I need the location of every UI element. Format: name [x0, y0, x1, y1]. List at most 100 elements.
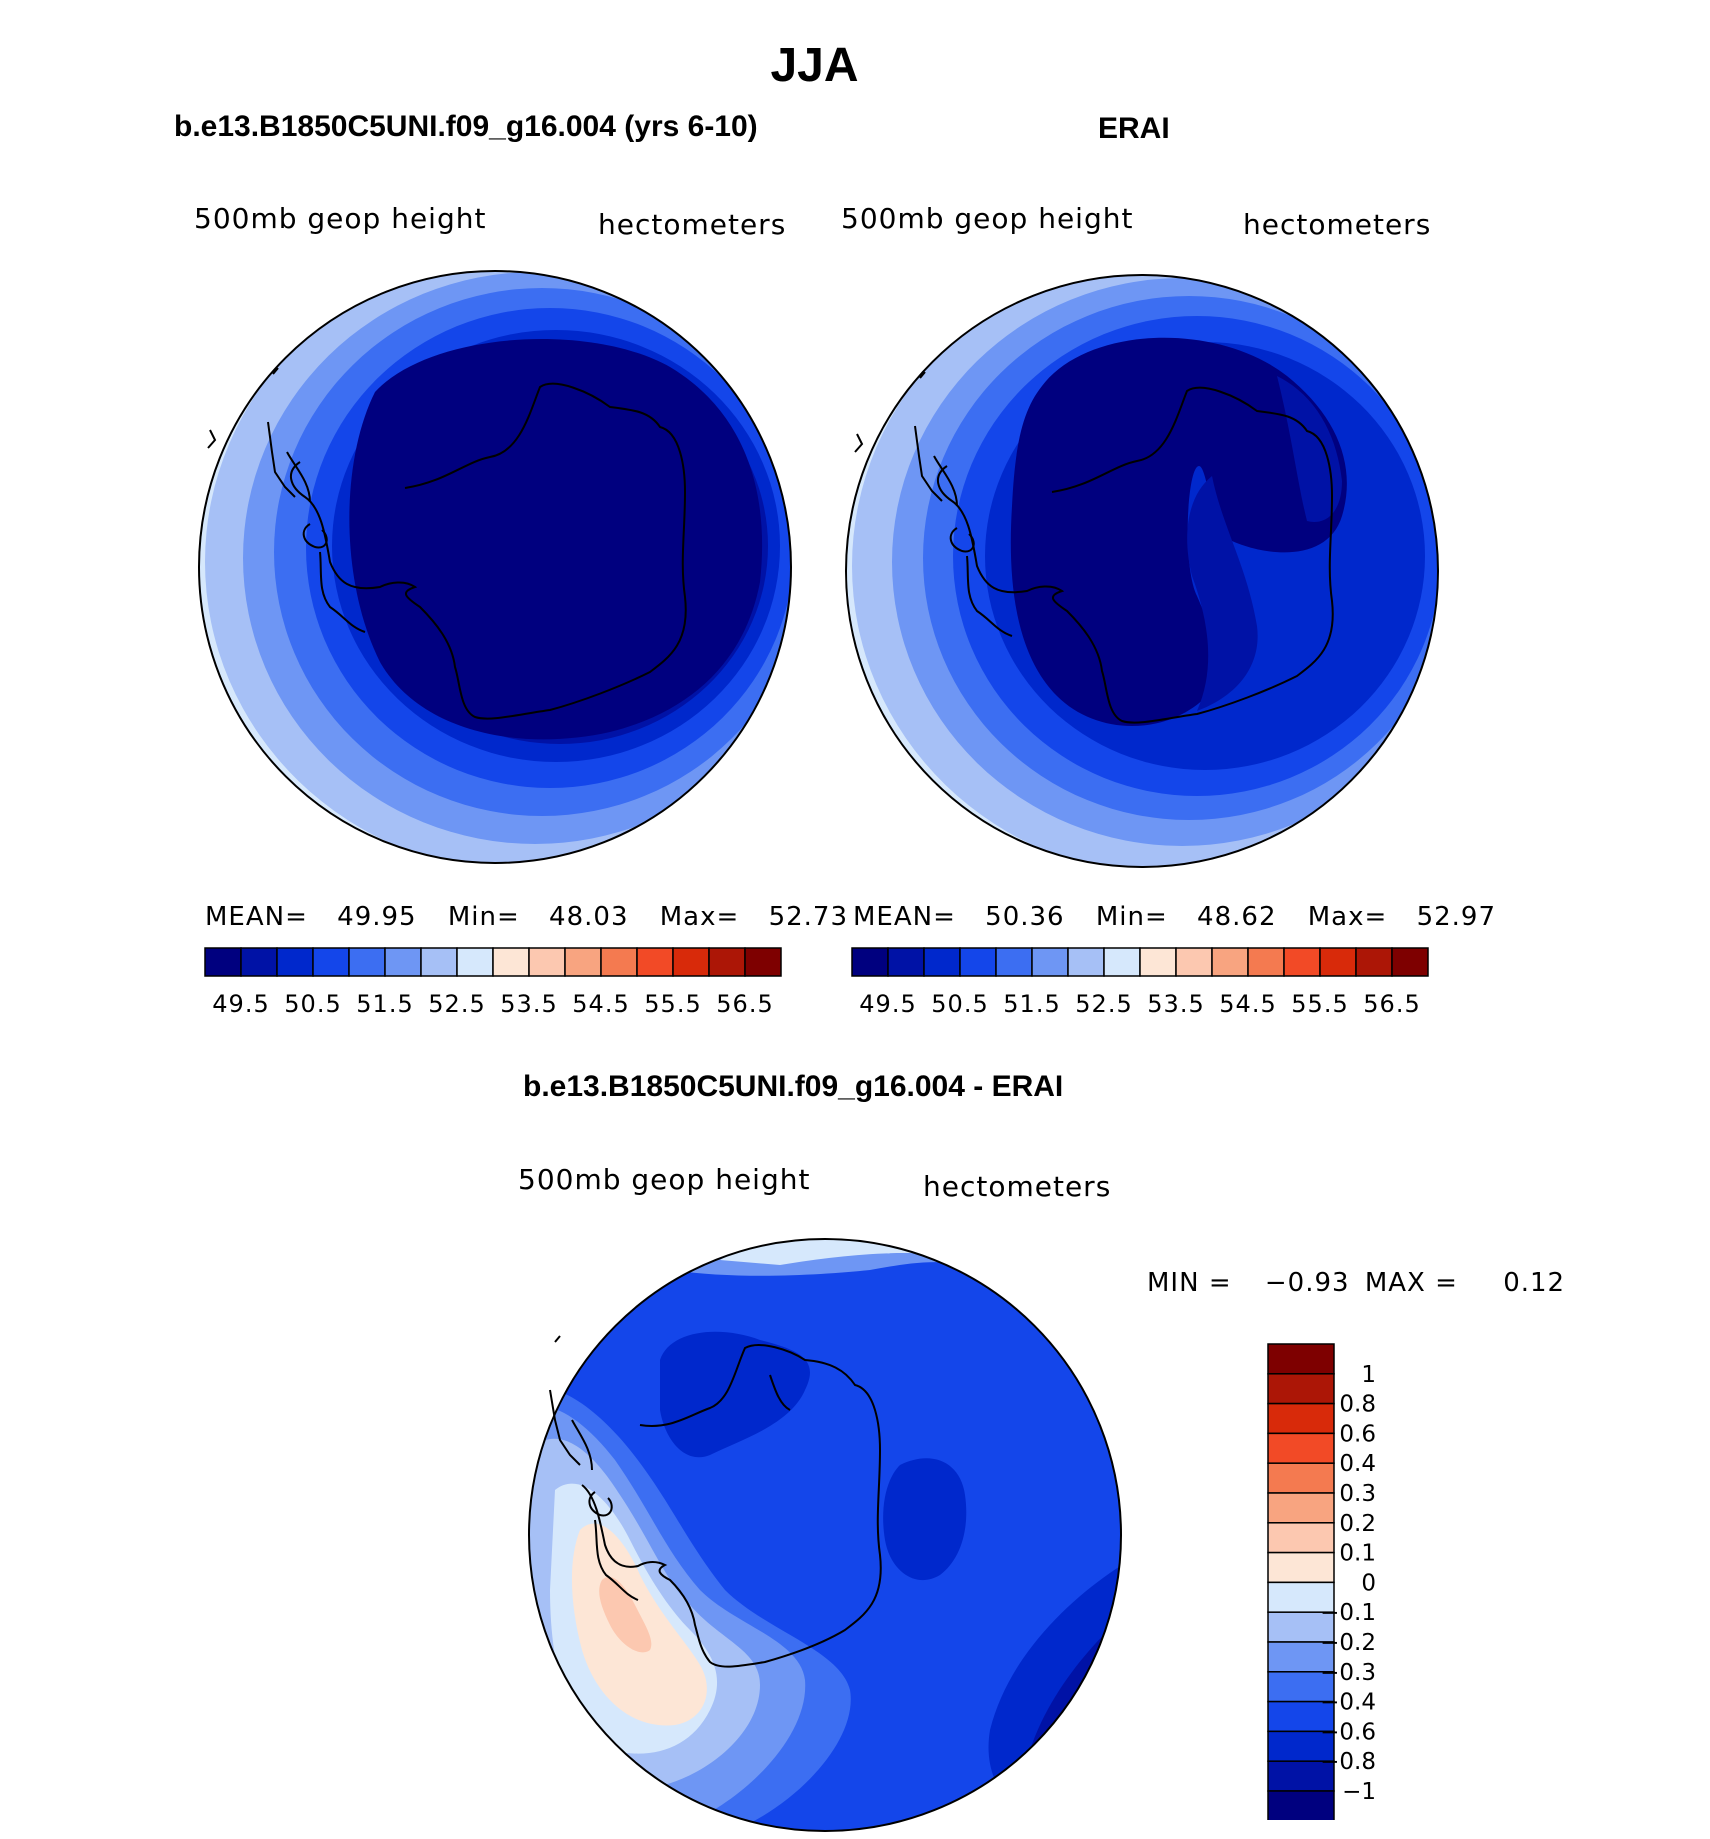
obs-min-label: Min= — [1095, 902, 1168, 932]
colorbar-swatch — [384, 947, 422, 977]
colorbar-swatch — [1247, 947, 1285, 977]
colorbar-swatch — [887, 947, 925, 977]
colorbar-tick-label: 0.6 — [1339, 1421, 1376, 1447]
colorbar-tick-label: 0 — [1361, 1570, 1376, 1596]
model-min-label: Min= — [447, 902, 520, 932]
colorbar-swatch — [420, 947, 458, 977]
colorbar-tick-label: −0.1 — [1320, 1600, 1376, 1626]
colorbar-swatch — [708, 947, 746, 977]
model-stats: MEAN= 49.95 Min= 48.03 Max= 52.73 — [205, 902, 848, 932]
colorbar-swatch — [1267, 1432, 1335, 1464]
colorbar-swatch — [1267, 1730, 1335, 1762]
diff-min-label: MIN = — [1147, 1268, 1232, 1298]
obs-mean-value: 50.36 — [985, 902, 1065, 932]
model-mean-value: 49.95 — [337, 902, 417, 932]
colorbar-tick-label: −0.3 — [1320, 1660, 1376, 1686]
colorbar-tick-label: 54.5 — [1219, 990, 1276, 1018]
colorbar-swatch — [1031, 947, 1069, 977]
colorbar-swatch — [240, 947, 278, 977]
colorbar-tick-label: 0.3 — [1339, 1481, 1376, 1507]
colorbar-swatch — [923, 947, 961, 977]
model-max-label: Max= — [659, 902, 740, 932]
obs-colorbar: 49.5 50.5 51.5 52.5 53.5 54.5 55.5 56.5 — [851, 947, 1429, 1018]
colorbar-swatch — [1267, 1760, 1335, 1792]
colorbar-swatch — [636, 947, 674, 977]
colorbar-swatch — [312, 947, 350, 977]
diff-units-label: hectometers — [923, 1170, 1112, 1203]
colorbar-tick-label: 55.5 — [1291, 990, 1348, 1018]
diff-variable-label: 500mb geop height — [518, 1163, 811, 1196]
colorbar-swatch — [672, 947, 710, 977]
colorbar-tick-label: −0.2 — [1320, 1630, 1376, 1656]
model-colorbar: 49.5 50.5 51.5 52.5 53.5 54.5 55.5 56.5 — [204, 947, 782, 1018]
colorbar-tick-label: 56.5 — [716, 990, 773, 1018]
obs-mean-label: MEAN= — [853, 902, 956, 932]
colorbar-tick-label: −0.8 — [1320, 1749, 1376, 1775]
colorbar-swatch — [1267, 1611, 1335, 1643]
colorbar-tick-label: 49.5 — [212, 990, 269, 1018]
colorbar-swatch — [1267, 1343, 1335, 1375]
colorbar-tick-label: 0.2 — [1339, 1511, 1376, 1537]
colorbar-swatch — [1391, 947, 1429, 977]
colorbar-swatch — [1067, 947, 1105, 977]
colorbar-tick-label: 51.5 — [356, 990, 413, 1018]
colorbar-swatch — [995, 947, 1033, 977]
diff-stats: MIN = −0.93 MAX = 0.12 — [1147, 1268, 1565, 1298]
colorbar-tick-label: 0.1 — [1339, 1541, 1376, 1567]
colorbar-swatch — [204, 947, 242, 977]
colorbar-tick-label: 50.5 — [931, 990, 988, 1018]
colorbar-swatch — [1283, 947, 1321, 977]
model-min-value: 48.03 — [549, 902, 629, 932]
colorbar-swatch — [1267, 1641, 1335, 1673]
colorbar-tick-label: 52.5 — [428, 990, 485, 1018]
obs-min-value: 48.62 — [1197, 902, 1277, 932]
colorbar-tick-label: 0.8 — [1339, 1392, 1376, 1418]
colorbar-swatch — [528, 947, 566, 977]
model-mean-label: MEAN= — [205, 902, 308, 932]
obs-panel-title: ERAI — [1098, 112, 1170, 145]
colorbar-tick-label: 54.5 — [572, 990, 629, 1018]
colorbar-swatch — [851, 947, 889, 977]
colorbar-swatch — [744, 947, 782, 977]
colorbar-swatch — [1139, 947, 1177, 977]
diff-polar-map — [528, 1238, 1122, 1832]
colorbar-swatch — [1267, 1551, 1335, 1584]
model-polar-map — [198, 270, 792, 864]
colorbar-tick-label: 55.5 — [644, 990, 701, 1018]
colorbar-tick-label: 51.5 — [1003, 990, 1060, 1018]
model-variable-label: 500mb geop height — [194, 202, 487, 235]
colorbar-swatch — [1267, 1790, 1335, 1820]
colorbar-tick-label: 53.5 — [500, 990, 557, 1018]
colorbar-swatch — [276, 947, 314, 977]
colorbar-swatch — [1175, 947, 1213, 977]
colorbar-swatch — [1267, 1700, 1335, 1733]
colorbar-swatch — [456, 947, 494, 977]
obs-units-label: hectometers — [1243, 208, 1432, 241]
colorbar-swatch — [1267, 1462, 1335, 1494]
colorbar-swatch — [1267, 1522, 1335, 1554]
colorbar-swatch — [564, 947, 602, 977]
obs-variable-label: 500mb geop height — [841, 202, 1134, 235]
obs-max-value: 52.97 — [1416, 902, 1496, 932]
colorbar-swatch — [1319, 947, 1357, 977]
obs-stats: MEAN= 50.36 Min= 48.62 Max= 52.97 — [853, 902, 1496, 932]
colorbar-tick-label: 50.5 — [284, 990, 341, 1018]
colorbar-swatch — [1267, 1671, 1335, 1703]
diff-max-value: 0.12 — [1503, 1268, 1566, 1298]
colorbar-tick-label: −0.6 — [1320, 1719, 1376, 1745]
colorbar-swatch — [600, 947, 638, 977]
colorbar-swatch — [1355, 947, 1393, 977]
colorbar-swatch — [1267, 1581, 1335, 1613]
colorbar-tick-label: 53.5 — [1147, 990, 1204, 1018]
colorbar-tick-label: −1 — [1342, 1779, 1376, 1805]
model-units-label: hectometers — [598, 208, 787, 241]
colorbar-swatch — [959, 947, 997, 977]
colorbar-tick-label: 56.5 — [1363, 990, 1420, 1018]
diff-colorbar: 1 0.8 0.6 0.4 0.3 0.2 0.1 0 −0.1 −0.2 −0.3 −0.4 −0.6… — [1267, 1343, 1376, 1820]
colorbar-swatch — [1267, 1492, 1335, 1524]
diff-panel-title: b.e13.B1850C5UNI.f09_g16.004 - ERAI — [523, 1070, 1064, 1103]
colorbar-swatch — [348, 947, 386, 977]
model-panel-title: b.e13.B1850C5UNI.f09_g16.004 (yrs 6-10) — [174, 110, 758, 143]
figure-title: JJA — [770, 39, 859, 92]
diff-min-value: −0.93 — [1264, 1268, 1350, 1298]
